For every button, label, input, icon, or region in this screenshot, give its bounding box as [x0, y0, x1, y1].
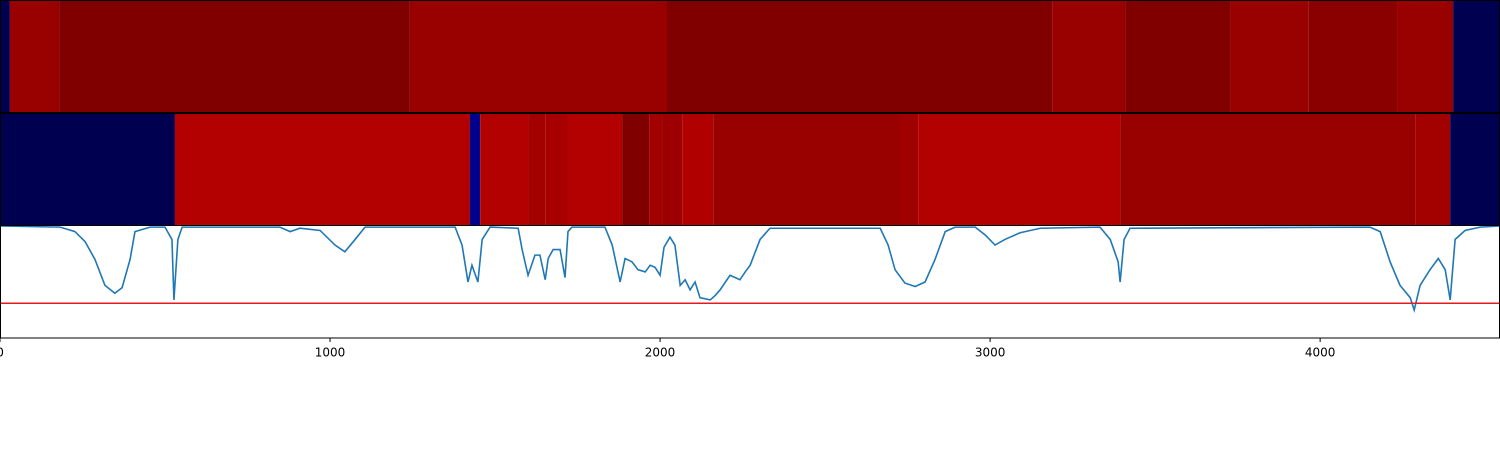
strip-segment [1230, 0, 1309, 112]
strip-segment [9, 0, 60, 112]
strip-segment [1052, 0, 1126, 112]
strip-segment [1450, 113, 1500, 225]
strip-segment [0, 113, 175, 225]
strip-segment [1453, 0, 1500, 112]
strip-segment [409, 0, 667, 112]
strip-segment [666, 0, 1053, 112]
strip-segment [469, 113, 481, 225]
strip-segment [918, 113, 1121, 225]
strip-segment [1415, 113, 1451, 225]
strip-segment [59, 0, 410, 112]
strip-segment [662, 113, 683, 225]
x-tick-label: 3000 [975, 346, 1006, 360]
x-tick-label: 1000 [315, 346, 346, 360]
strip-segment [566, 113, 623, 225]
line-series [0, 225, 1500, 313]
strip-segment [622, 113, 650, 225]
strip-segment [900, 113, 919, 225]
x-tick-label: 4000 [1305, 346, 1336, 360]
strip-segment [713, 113, 900, 225]
strip-segment [1308, 0, 1398, 112]
strip-segment [0, 0, 10, 112]
strip-segment [1397, 0, 1454, 112]
strip-segment [682, 113, 714, 225]
strip-segment [1125, 0, 1231, 112]
plot-frame [0, 225, 1500, 339]
x-tick-label: 2000 [645, 346, 676, 360]
strip-segment [480, 113, 529, 225]
strip-segment [649, 113, 663, 225]
strip-segment [528, 113, 546, 225]
strip-segment [545, 113, 567, 225]
x-tick-label: 0 [0, 346, 4, 360]
strip-segment [1120, 113, 1416, 225]
strip-segment [174, 113, 470, 225]
